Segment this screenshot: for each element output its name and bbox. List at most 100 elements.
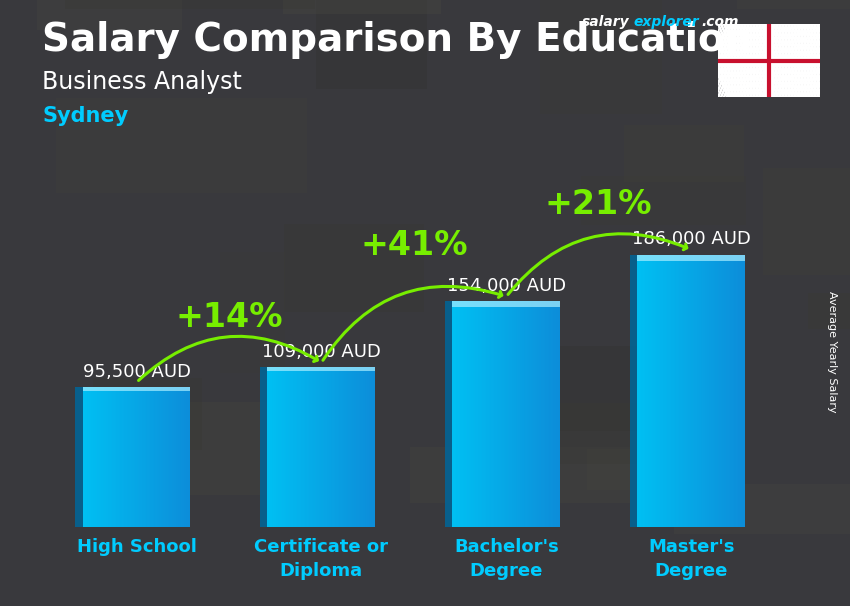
Bar: [146, 387, 147, 527]
Bar: [517, 301, 518, 527]
Bar: [650, 469, 703, 504]
Bar: [339, 367, 340, 527]
Bar: [525, 301, 526, 527]
Bar: [524, 301, 525, 527]
Bar: [539, 301, 540, 527]
Bar: [13, 473, 121, 515]
Bar: [468, 301, 470, 527]
Bar: [528, 301, 530, 527]
Bar: [308, 367, 309, 527]
Bar: [131, 387, 133, 527]
Bar: [502, 301, 503, 527]
Bar: [149, 387, 150, 527]
Bar: [346, 367, 347, 527]
Bar: [533, 301, 535, 527]
Bar: [651, 255, 652, 527]
Bar: [366, 367, 367, 527]
Bar: [686, 255, 687, 527]
Bar: [666, 255, 667, 527]
Bar: [130, 387, 131, 527]
Bar: [722, 255, 723, 527]
Bar: [101, 387, 103, 527]
Bar: [694, 255, 695, 527]
Bar: [523, 301, 524, 527]
Bar: [641, 255, 643, 527]
Bar: [644, 255, 645, 527]
Bar: [165, 387, 167, 527]
Bar: [466, 301, 468, 527]
Bar: [480, 301, 482, 527]
Bar: [677, 255, 679, 527]
Bar: [741, 255, 742, 527]
Bar: [317, 367, 319, 527]
Text: 109,000 AUD: 109,000 AUD: [262, 344, 381, 361]
Bar: [732, 255, 733, 527]
Bar: [626, 284, 812, 378]
Bar: [507, 301, 509, 527]
Bar: [513, 301, 514, 527]
Bar: [354, 367, 355, 527]
Bar: [493, 301, 494, 527]
Bar: [115, 387, 116, 527]
Bar: [340, 367, 342, 527]
Bar: [744, 255, 745, 527]
Bar: [555, 301, 556, 527]
Bar: [112, 387, 114, 527]
Bar: [284, 367, 285, 527]
Bar: [496, 301, 497, 527]
Bar: [178, 387, 179, 527]
Bar: [670, 255, 671, 527]
Text: +41%: +41%: [360, 229, 468, 262]
Bar: [82, 387, 84, 527]
Bar: [158, 387, 160, 527]
Bar: [726, 255, 728, 527]
Bar: [656, 255, 657, 527]
Bar: [497, 301, 498, 527]
Bar: [100, 387, 101, 527]
Bar: [691, 255, 693, 527]
Bar: [270, 367, 271, 527]
Bar: [337, 367, 339, 527]
Bar: [371, 367, 372, 527]
Bar: [638, 255, 745, 261]
Bar: [372, 367, 374, 527]
Bar: [675, 255, 677, 527]
Bar: [117, 387, 119, 527]
Bar: [548, 301, 549, 527]
Bar: [581, 0, 787, 10]
Bar: [630, 255, 638, 527]
Bar: [456, 301, 458, 527]
Bar: [139, 387, 140, 527]
Bar: [648, 255, 649, 527]
Bar: [552, 301, 553, 527]
Bar: [160, 387, 161, 527]
Bar: [275, 367, 277, 527]
Bar: [729, 255, 730, 527]
Bar: [331, 367, 332, 527]
Bar: [355, 367, 356, 527]
Bar: [710, 255, 711, 527]
Bar: [518, 301, 519, 527]
Bar: [471, 301, 473, 527]
Bar: [664, 255, 666, 527]
Bar: [321, 367, 323, 527]
Bar: [464, 301, 466, 527]
Bar: [360, 367, 362, 527]
Bar: [349, 367, 351, 527]
Bar: [176, 387, 177, 527]
Bar: [478, 301, 479, 527]
Bar: [700, 255, 702, 527]
Bar: [519, 301, 521, 527]
Bar: [528, 0, 599, 11]
Bar: [260, 367, 268, 527]
Bar: [454, 301, 455, 527]
Bar: [730, 255, 732, 527]
Text: Business Analyst: Business Analyst: [42, 70, 242, 94]
Bar: [335, 367, 337, 527]
Bar: [307, 367, 308, 527]
Bar: [737, 255, 739, 527]
Bar: [343, 367, 344, 527]
Bar: [498, 301, 500, 527]
Bar: [690, 255, 691, 527]
Bar: [709, 255, 710, 527]
